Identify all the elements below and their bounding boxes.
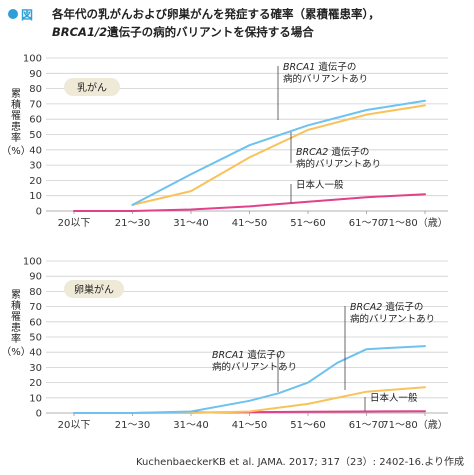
y-axis-label-char: 患 xyxy=(11,322,21,334)
y-tick-label: 90 xyxy=(29,69,42,80)
y-tick-label: 50 xyxy=(29,130,42,141)
y-tick-label: 70 xyxy=(29,302,42,313)
y-tick-label: 30 xyxy=(29,363,42,374)
chart-panel-ovarian: 0 10 20 30 40 50 60 70 80 90 100 20以下 21〜30 31〜40 41〜5… xyxy=(1,257,448,431)
y-axis-label-char: 積 xyxy=(11,98,21,111)
y-axis-label-char: 罹 xyxy=(11,311,21,323)
panel-label-box xyxy=(64,280,124,298)
y-axis-label-char: 累 xyxy=(11,88,21,100)
x-tick-label: 71〜80（歳） xyxy=(382,217,447,229)
y-axis-label-char: 累 xyxy=(11,289,21,301)
y-tick-label: 80 xyxy=(29,287,42,298)
series-line-brca2 xyxy=(131,104,426,206)
x-tick-label: 20以下 xyxy=(58,218,91,229)
x-tick-label: 51〜60 xyxy=(290,420,325,431)
y-tick-label: 80 xyxy=(29,84,42,95)
annotation-label-line2-brca1: 病的バリアントあり xyxy=(212,361,297,373)
y-tick-label: 20 xyxy=(29,176,42,187)
annotation-label-line2-brca2: 病的バリアントあり xyxy=(350,313,435,325)
annotation-label-brca1: BRCA1 遺伝子の xyxy=(212,349,285,361)
panel-label-box xyxy=(64,78,120,96)
annotation-label-brca2: BRCA2 遺伝子の xyxy=(350,301,423,313)
annotation-label-general: 日本人一般 xyxy=(296,179,344,191)
y-tick-label: 10 xyxy=(29,191,42,202)
y-tick-label: 100 xyxy=(23,54,42,65)
figure-title-gene: BRCA1/2 xyxy=(52,25,108,39)
y-tick-label: 50 xyxy=(29,333,42,344)
y-axis-label-char: 率 xyxy=(11,332,21,345)
y-tick-label: 70 xyxy=(29,99,42,110)
figure-label: 図 xyxy=(21,8,34,22)
x-tick-label: 31〜40 xyxy=(173,420,208,431)
y-tick-label: 40 xyxy=(29,348,42,359)
figure-title-line2: BRCA1/2遺伝子の病的バリアントを保持する場合 xyxy=(52,24,314,40)
y-tick-label: 60 xyxy=(29,115,42,126)
x-tick-label: 20以下 xyxy=(58,420,91,431)
y-axis-unit: （%） xyxy=(1,346,31,358)
y-tick-label: 100 xyxy=(23,257,42,268)
chart-panel-breast: 0 10 20 30 40 50 60 70 80 90 100 20以下 21〜30 31〜40 41〜5… xyxy=(1,54,448,229)
y-axis-label-char: 罹 xyxy=(11,110,21,122)
series-line-brca1 xyxy=(73,345,426,414)
annotation-label-line2-brca2: 病的バリアントあり xyxy=(296,158,381,170)
panel-label: 乳がん xyxy=(77,81,107,94)
x-tick-label: 61〜70 xyxy=(349,218,384,229)
y-tick-label: 60 xyxy=(29,317,42,328)
series-line-general xyxy=(73,193,426,212)
annotation-label-brca1: BRCA1 遺伝子の xyxy=(283,61,356,73)
y-tick-label: 30 xyxy=(29,161,42,172)
x-tick-label: 41〜50 xyxy=(232,218,267,229)
x-tick-label: 61〜70 xyxy=(349,420,384,431)
y-tick-label: 20 xyxy=(29,378,42,389)
y-tick-label: 0 xyxy=(36,409,42,420)
x-tick-label: 21〜30 xyxy=(115,420,150,431)
y-tick-label: 10 xyxy=(29,393,42,404)
bullet-icon xyxy=(8,9,18,19)
y-axis-label-char: 率 xyxy=(11,131,21,144)
figure-title-line1: 各年代の乳がんおよび卵巣がんを発症する確率（累積罹患率）， xyxy=(52,7,380,21)
x-tick-label: 51〜60 xyxy=(290,218,325,229)
figure-title-rest: 遺伝子の病的バリアントを保持する場合 xyxy=(107,25,314,39)
x-tick-label: 31〜40 xyxy=(173,218,208,229)
annotation-label-line2-brca1: 病的バリアントあり xyxy=(283,73,368,85)
y-axis-label-char: 積 xyxy=(11,299,21,312)
x-tick-label: 71〜80（歳） xyxy=(382,419,447,431)
y-tick-label: 90 xyxy=(29,272,42,283)
y-tick-label: 40 xyxy=(29,145,42,156)
y-axis-label-char: 患 xyxy=(11,121,21,133)
x-tick-label: 21〜30 xyxy=(115,218,150,229)
series-line-brca1 xyxy=(131,99,426,206)
annotation-label-general: 日本人一般 xyxy=(370,392,418,404)
x-tick-label: 41〜50 xyxy=(232,420,267,431)
panel-label: 卵巣がん xyxy=(74,283,114,296)
y-axis-unit: （%） xyxy=(1,145,31,157)
annotation-label-brca2: BRCA2 遺伝子の xyxy=(296,146,369,158)
y-tick-label: 0 xyxy=(36,207,42,218)
source-citation: KuchenbaeckerKB et al. JAMA. 2017; 317（2… xyxy=(135,457,464,468)
